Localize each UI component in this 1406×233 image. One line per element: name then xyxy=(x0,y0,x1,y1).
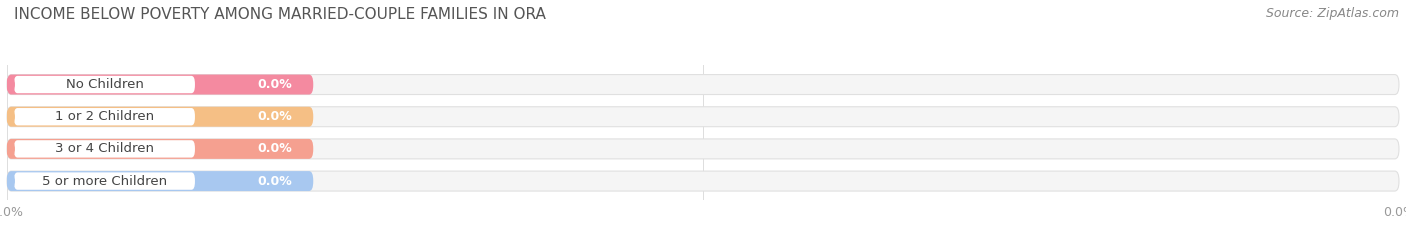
Circle shape xyxy=(7,76,14,93)
FancyBboxPatch shape xyxy=(7,75,1399,95)
FancyBboxPatch shape xyxy=(14,76,195,93)
Text: 0.0%: 0.0% xyxy=(257,110,292,123)
Circle shape xyxy=(7,173,14,189)
Circle shape xyxy=(7,141,14,157)
Text: Source: ZipAtlas.com: Source: ZipAtlas.com xyxy=(1265,7,1399,20)
Text: No Children: No Children xyxy=(66,78,143,91)
FancyBboxPatch shape xyxy=(7,107,1399,127)
Text: 3 or 4 Children: 3 or 4 Children xyxy=(55,142,153,155)
FancyBboxPatch shape xyxy=(14,108,195,125)
Circle shape xyxy=(7,109,14,125)
FancyBboxPatch shape xyxy=(7,75,314,95)
Text: 1 or 2 Children: 1 or 2 Children xyxy=(55,110,155,123)
FancyBboxPatch shape xyxy=(7,139,1399,159)
FancyBboxPatch shape xyxy=(14,140,195,158)
FancyBboxPatch shape xyxy=(14,172,195,190)
Text: INCOME BELOW POVERTY AMONG MARRIED-COUPLE FAMILIES IN ORA: INCOME BELOW POVERTY AMONG MARRIED-COUPL… xyxy=(14,7,546,22)
Text: 0.0%: 0.0% xyxy=(257,142,292,155)
Text: 5 or more Children: 5 or more Children xyxy=(42,175,167,188)
Text: 0.0%: 0.0% xyxy=(257,175,292,188)
FancyBboxPatch shape xyxy=(7,171,314,191)
Text: 0.0%: 0.0% xyxy=(257,78,292,91)
FancyBboxPatch shape xyxy=(7,107,314,127)
FancyBboxPatch shape xyxy=(7,171,1399,191)
FancyBboxPatch shape xyxy=(7,139,314,159)
